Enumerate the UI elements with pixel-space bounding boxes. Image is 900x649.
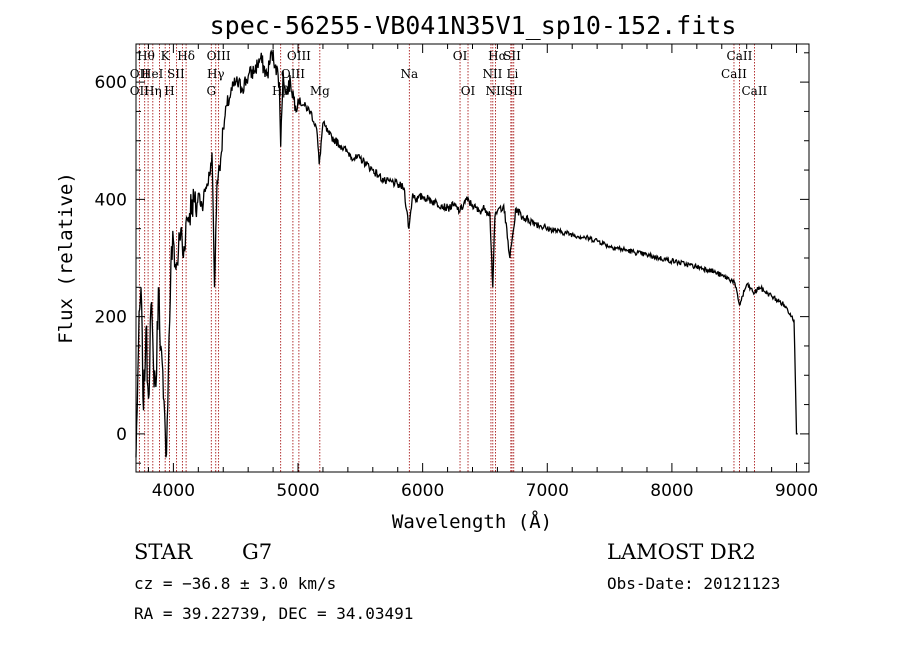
- object-subclass: G7: [242, 540, 272, 564]
- x-axis-label: Wavelength (Å): [392, 510, 552, 533]
- line-label: Hη: [144, 84, 162, 98]
- line-label: NII: [485, 84, 505, 98]
- y-tick-label: 600: [95, 73, 127, 93]
- y-axis-label: Flux (relative): [55, 172, 77, 344]
- line-label: OIII: [281, 67, 305, 81]
- line-label: Hα: [488, 49, 507, 63]
- redshift-value: cz = −36.8 ± 3.0 km/s: [134, 574, 336, 593]
- survey-name: LAMOST DR2: [607, 540, 756, 564]
- line-label: OII: [130, 67, 150, 81]
- line-label: OI: [461, 84, 476, 98]
- line-label: Hθ: [137, 49, 155, 63]
- line-label: OI: [453, 49, 468, 63]
- line-label: K: [161, 49, 171, 63]
- plot-frame: [135, 43, 810, 473]
- chart-title: spec-56255-VB041N35V1_sp10-152.fits: [210, 11, 737, 40]
- line-label: Na: [400, 67, 418, 81]
- line-label: CaII: [727, 49, 753, 63]
- object-class: STAR: [134, 540, 193, 564]
- line-label: SII: [167, 67, 185, 81]
- line-label: HeI: [141, 67, 164, 81]
- y-axis-ticks: 0 200 400 600: [95, 52, 809, 464]
- line-label: OIII: [207, 49, 231, 63]
- x-tick-label: 6000: [401, 481, 444, 501]
- x-axis-ticks: 4000 5000 6000 7000 8000 9000: [147, 44, 818, 501]
- y-tick-label: 0: [116, 425, 127, 445]
- line-label: NII: [482, 67, 502, 81]
- line-label: CaII: [721, 67, 747, 81]
- x-tick-label: 5000: [276, 481, 319, 501]
- line-label: G: [206, 84, 216, 98]
- line-label: Mg: [310, 84, 330, 98]
- line-label: Li: [506, 67, 518, 81]
- line-label: CaII: [741, 84, 767, 98]
- line-label: SII: [503, 49, 521, 63]
- line-label: Hδ: [177, 49, 195, 63]
- x-tick-label: 8000: [650, 481, 693, 501]
- x-tick-label: 7000: [526, 481, 569, 501]
- emission-line-markers: [138, 44, 755, 472]
- obs-date: Obs-Date: 20121123: [607, 574, 780, 593]
- x-tick-label: 4000: [152, 481, 195, 501]
- y-tick-label: 400: [95, 190, 127, 210]
- line-label: Hγ: [207, 67, 225, 81]
- spectrum-series-line: [135, 49, 798, 458]
- x-tick-label: 9000: [775, 481, 818, 501]
- line-label: H: [164, 84, 174, 98]
- coordinates: RA = 39.22739, DEC = 34.03491: [134, 604, 413, 623]
- line-label: SII: [505, 84, 523, 98]
- line-label: OII: [130, 84, 150, 98]
- line-label: OIII: [287, 49, 311, 63]
- y-tick-label: 200: [95, 308, 127, 328]
